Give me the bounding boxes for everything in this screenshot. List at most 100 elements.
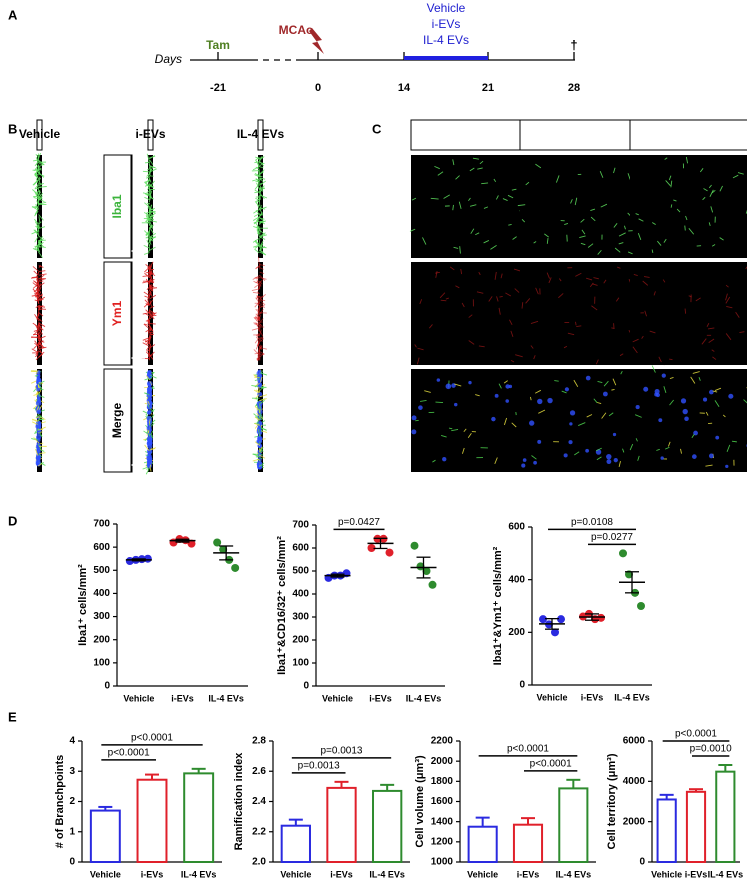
cell-process: [255, 156, 260, 161]
cell-process: [38, 346, 47, 350]
y-tick-label: 500: [292, 566, 309, 577]
cell-process: [146, 375, 151, 381]
micrograph-texture: [627, 156, 747, 255]
cell-process: [259, 194, 268, 199]
cell-process: [33, 174, 40, 179]
cell-process: [149, 211, 153, 214]
cell-process: [38, 339, 45, 343]
cell-process: [255, 265, 260, 270]
cell-process: [665, 446, 670, 450]
cell-process: [475, 232, 480, 236]
y-tick-label: 500: [93, 565, 110, 576]
cell-process: [461, 302, 465, 308]
cell-process: [148, 285, 154, 292]
cell-process: [149, 279, 155, 281]
nucleus: [256, 427, 262, 432]
cell-process: [710, 206, 714, 213]
cell-process: [711, 349, 715, 352]
cell-process: [705, 411, 709, 416]
cell-process: [149, 261, 154, 269]
cell-process: [259, 300, 265, 305]
cell-process: [460, 268, 463, 275]
cell-process: [34, 299, 39, 302]
cell-process: [38, 190, 41, 197]
p-value: p<0.0001: [108, 747, 150, 758]
cell-process: [708, 222, 711, 227]
cell-process: [38, 293, 43, 301]
cell-process: [258, 171, 264, 176]
cell-process: [37, 286, 42, 294]
y-tick-label: 0: [303, 681, 309, 692]
cell-process: [258, 208, 263, 214]
nucleus: [257, 369, 262, 373]
x-tick-label: Vehicle: [651, 869, 682, 879]
cell-process: [439, 292, 446, 299]
cell-process: [459, 246, 461, 254]
y-tick-label: 2200: [431, 736, 454, 747]
cell-process: [258, 345, 263, 352]
cell-process: [670, 204, 673, 208]
nucleus: [36, 447, 41, 452]
y-tick-label: 600: [292, 543, 309, 554]
cell-process: [254, 337, 260, 344]
cell-process: [38, 167, 42, 170]
cell-process: [149, 305, 155, 309]
cell-process: [649, 330, 656, 334]
cell-process: [255, 416, 261, 421]
cell-process: [254, 301, 260, 308]
nucleus: [147, 459, 153, 465]
cell-process: [255, 178, 260, 184]
row-header-box: [103, 154, 132, 259]
micrograph-texture: [142, 369, 157, 475]
cell-process: [668, 358, 673, 361]
cell-process: [259, 234, 267, 238]
micrograph: [630, 369, 747, 472]
cell-process: [37, 431, 43, 434]
cell-process: [745, 266, 747, 270]
nucleus: [505, 384, 510, 389]
nucleus: [445, 383, 452, 390]
treatment-label: Vehicle: [427, 1, 466, 15]
cell-process: [149, 217, 153, 221]
nucleus: [505, 399, 510, 403]
y-tick-label: 2.8: [252, 736, 266, 747]
cell-process: [37, 293, 44, 298]
cell-process: [149, 377, 153, 381]
data-point: [637, 602, 645, 610]
day-label: 21: [482, 82, 494, 94]
cell-process: [37, 178, 42, 181]
panel-label: C: [372, 121, 382, 136]
cell-process: [578, 422, 586, 426]
cell-process: [684, 225, 686, 231]
micrograph-texture: [251, 256, 267, 362]
cell-process: [37, 156, 40, 162]
p-value: p=0.0108: [571, 517, 613, 528]
cell-process: [538, 409, 546, 414]
bar: [685, 790, 707, 864]
cell-process: [739, 331, 745, 334]
cell-process: [546, 238, 549, 244]
cell-process: [147, 214, 150, 222]
y-axis-label: Iba1⁺&CD16/32⁺ cells/mm²: [276, 536, 288, 675]
cell-process: [35, 324, 39, 331]
bar: [280, 824, 311, 864]
cell-process: [34, 210, 39, 217]
cell-process: [259, 244, 263, 251]
cell-process: [525, 298, 531, 304]
cell-process: [37, 164, 44, 168]
nucleus: [635, 405, 640, 410]
nucleus: [569, 410, 576, 416]
nucleus: [684, 416, 689, 421]
bar: [89, 809, 121, 864]
x-tick-label: IL-4 EVs: [708, 869, 744, 879]
cell-process: [259, 338, 264, 343]
cell-process: [147, 400, 150, 405]
cell-process: [635, 438, 638, 442]
nucleus: [454, 402, 458, 407]
cell-process: [38, 201, 47, 205]
cell-process: [259, 232, 266, 237]
nucleus: [585, 375, 591, 381]
cell-process: [259, 267, 264, 270]
cell-process: [38, 305, 44, 309]
x-tick-label: Vehicle: [467, 869, 498, 879]
